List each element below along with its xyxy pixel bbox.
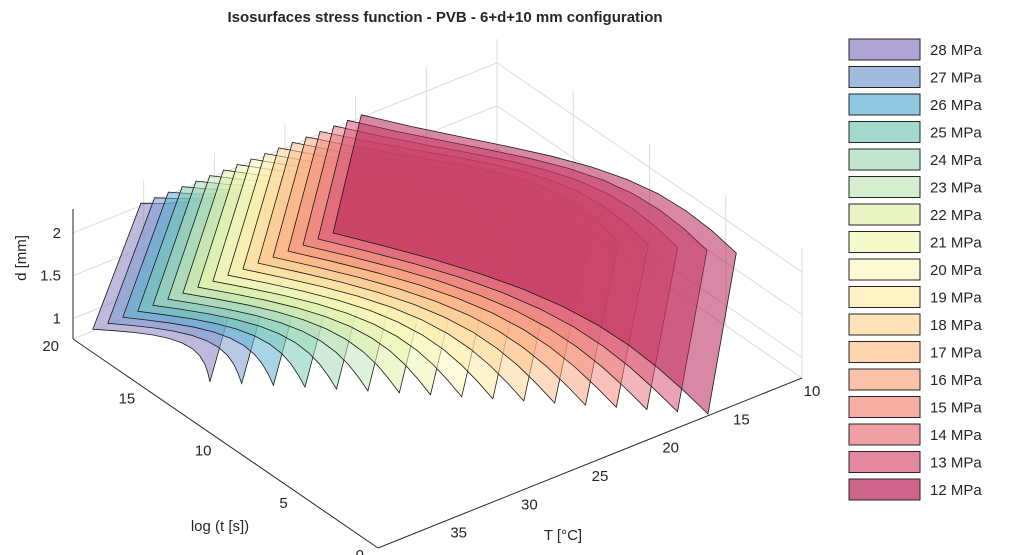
y-axis-line	[72, 338, 379, 549]
legend-label: 17 MPa	[930, 345, 982, 362]
legend-label: 23 MPa	[930, 180, 982, 197]
legend-label: 20 MPa	[930, 262, 982, 279]
legend-swatch	[848, 396, 921, 418]
isosurface-12-mpa	[332, 114, 737, 415]
legend-label: 22 MPa	[930, 207, 982, 224]
legend-swatch	[848, 66, 921, 88]
y-tick-label: 0	[356, 547, 364, 555]
legend-swatch	[848, 341, 921, 363]
legend-swatch	[848, 451, 921, 473]
legend-swatch	[848, 121, 921, 143]
z-tick-label: 2	[53, 225, 61, 242]
legend: 28 MPa 27 MPa 26 MPa 25 MPa 24 MPa 23 MPa 22 M…	[848, 38, 982, 501]
legend-label: 14 MPa	[930, 427, 982, 444]
x-axis-label: T [°C]	[544, 527, 582, 544]
legend-swatch	[848, 93, 921, 116]
x-tick-label: 30	[521, 496, 538, 513]
z-tick-label: 1.5	[40, 268, 61, 285]
y-tick-label: 20	[42, 338, 59, 355]
legend-swatch	[848, 286, 921, 308]
legend-swatch	[848, 176, 921, 198]
x-tick-label: 15	[733, 411, 750, 428]
legend-swatch	[848, 148, 921, 171]
x-tick-label: 35	[450, 525, 467, 542]
legend-swatch	[848, 368, 921, 391]
axis-tick-labels: 10 15 20 25 30 35 40 0 5 10 15 20 1 1.5 2	[40, 225, 820, 555]
x-tick-label: 25	[592, 468, 609, 485]
legend-label: 27 MPa	[930, 70, 982, 87]
isosurfaces	[92, 114, 737, 415]
legend-swatch	[848, 478, 921, 501]
legend-label: 26 MPa	[930, 97, 982, 114]
legend-label: 24 MPa	[930, 152, 982, 169]
legend-label: 18 MPa	[930, 317, 982, 334]
z-axis-label: d [mm]	[13, 235, 30, 281]
legend-swatch	[848, 38, 921, 61]
legend-label: 25 MPa	[930, 125, 982, 142]
legend-label: 15 MPa	[930, 400, 982, 417]
legend-swatch	[848, 423, 921, 446]
x-axis-line	[377, 377, 803, 549]
y-tick-label: 15	[119, 390, 136, 407]
y-tick-label: 10	[195, 443, 212, 460]
legend-label: 19 MPa	[930, 290, 982, 307]
legend-swatch	[848, 258, 921, 281]
legend-label: 21 MPa	[930, 235, 982, 252]
x-tick-label: 20	[662, 440, 679, 457]
chart-title: Isosurfaces stress function - PVB - 6+d+…	[227, 9, 662, 26]
y-tick-label: 5	[279, 495, 287, 512]
z-tick-label: 1	[53, 310, 61, 327]
legend-swatch	[848, 313, 921, 336]
legend-label: 12 MPa	[930, 482, 982, 499]
grid-line-z	[496, 62, 803, 273]
legend-label: 16 MPa	[930, 372, 982, 389]
y-axis-label: log (t [s])	[191, 518, 249, 535]
legend-swatch	[848, 203, 921, 226]
legend-label: 13 MPa	[930, 455, 982, 472]
x-tick-label: 10	[804, 383, 821, 400]
legend-swatch	[848, 231, 921, 253]
x-tick-label: 40	[380, 553, 397, 555]
legend-label: 28 MPa	[930, 42, 982, 59]
